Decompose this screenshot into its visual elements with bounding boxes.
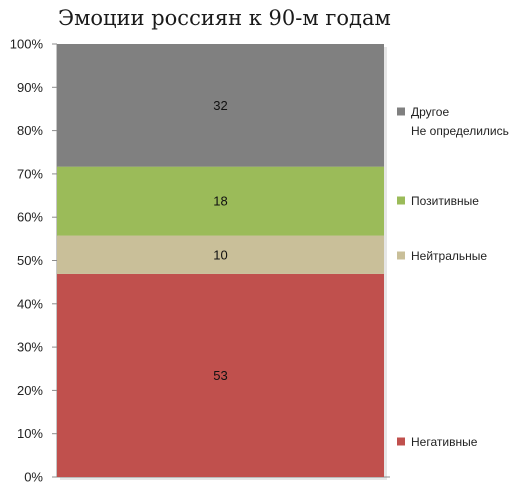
- legend-label: Негативные: [411, 435, 478, 449]
- legend-label: Нейтральные: [411, 249, 487, 263]
- data-label: 53: [213, 368, 227, 383]
- bar-segment: [57, 273, 384, 477]
- y-tick-label: 80%: [17, 123, 43, 138]
- data-label: 32: [213, 98, 227, 113]
- bar-segment: [57, 44, 384, 167]
- legend-swatch: [397, 107, 405, 116]
- y-tick-label: 20%: [17, 383, 43, 398]
- legend-swatch: [397, 251, 405, 260]
- y-tick-label: 60%: [17, 210, 43, 225]
- legend-label: Не определились: [411, 124, 509, 138]
- chart-title: Эмоции россиян к 90-м годам: [58, 6, 391, 30]
- legend-label: Позитивные: [411, 194, 479, 208]
- y-tick-label: 10%: [17, 426, 43, 441]
- data-label: 18: [213, 194, 227, 209]
- y-tick-label: 100%: [10, 37, 44, 52]
- y-tick-label: 40%: [17, 296, 43, 311]
- bar-segment: [57, 166, 384, 236]
- y-tick-label: 30%: [17, 340, 43, 355]
- legend-label: Другое: [411, 105, 449, 119]
- y-tick-label: 0%: [24, 470, 43, 485]
- y-tick-label: 70%: [17, 166, 43, 181]
- legend-swatch: [397, 196, 405, 205]
- bar-segment: [57, 235, 384, 274]
- y-tick-label: 50%: [17, 253, 43, 268]
- y-tick-label: 90%: [17, 80, 43, 95]
- data-label: 10: [213, 247, 227, 262]
- legend-swatch: [397, 437, 405, 446]
